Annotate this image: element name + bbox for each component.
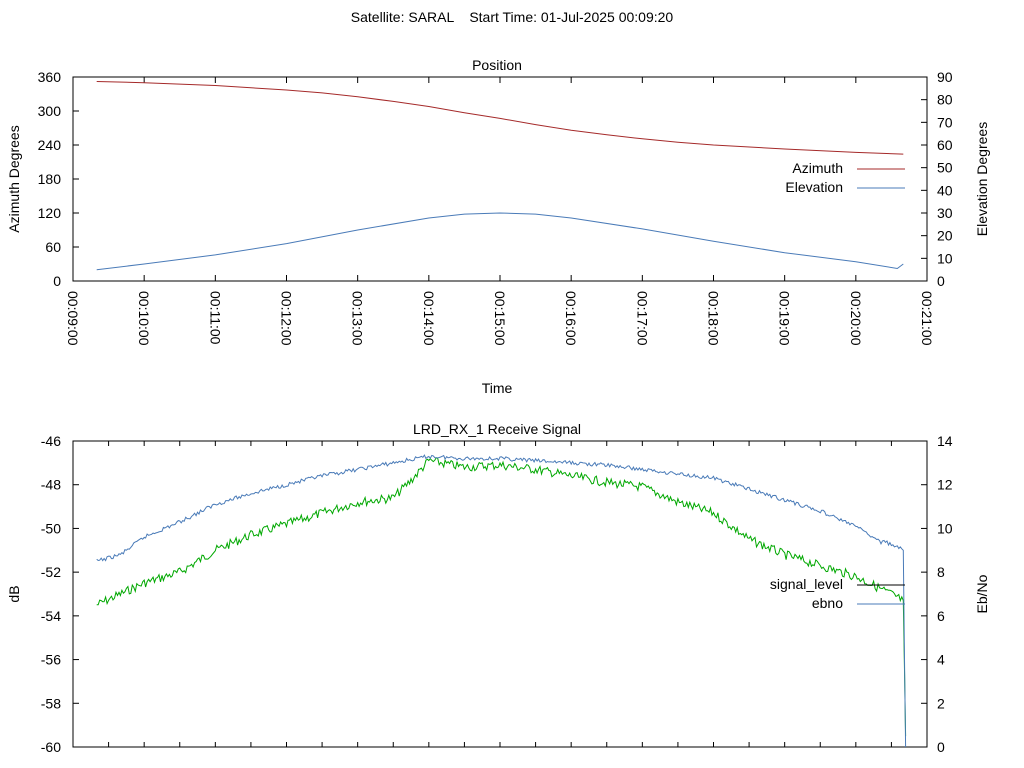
- signal-chart-title: LRD_RX_1 Receive Signal: [413, 421, 581, 437]
- legend-ebno-label: ebno: [812, 595, 843, 611]
- legend-elevation-label: Elevation: [785, 179, 843, 195]
- position-left-tick-label: 360: [38, 69, 62, 85]
- signal-right-tick-label: 2: [937, 695, 945, 711]
- position-right-tick-label: 90: [937, 69, 953, 85]
- ebno-axis-label: Eb/No: [974, 574, 990, 613]
- signal-right-tick-label: 4: [937, 652, 945, 668]
- position-right-tick-label: 50: [937, 160, 953, 176]
- legend-azimuth-label: Azimuth: [792, 160, 843, 176]
- signal-chart: LRD_RX_1 Receive Signal -60-58-56-54-52-…: [6, 421, 990, 755]
- signal-right-tick-label: 6: [937, 608, 945, 624]
- signal-plot-frame: [72, 440, 928, 748]
- series-signal_level-line: [96, 457, 907, 737]
- position-right-tick-label: 70: [937, 114, 953, 130]
- position-x-tick-label: 00:13:00: [350, 291, 366, 346]
- position-x-tick-label: 00:17:00: [634, 291, 650, 346]
- signal-left-tick-label: -56: [41, 652, 61, 668]
- signal-left-tick-label: -48: [41, 477, 61, 493]
- position-x-tick-label: 00:21:00: [919, 291, 935, 346]
- position-right-tick-label: 60: [937, 137, 953, 153]
- position-right-tick-label: 40: [937, 182, 953, 198]
- position-right-tick-label: 10: [937, 250, 953, 266]
- legend-signal-level-label: signal_level: [770, 576, 843, 592]
- series-elevation-line: [96, 212, 904, 271]
- position-left-tick-label: 300: [38, 103, 62, 119]
- position-left-tick-label: 120: [38, 205, 62, 221]
- position-x-tick-label: 00:09:00: [65, 291, 81, 346]
- signal-legend: signal_level ebno: [770, 576, 905, 611]
- position-left-tick-label: 180: [38, 171, 62, 187]
- position-x-tick-label: 00:12:00: [279, 291, 295, 346]
- signal-left-tick-label: -46: [41, 433, 61, 449]
- position-x-tick-label: 00:10:00: [136, 291, 152, 346]
- signal-left-tick-label: -52: [41, 564, 61, 580]
- time-axis-label: Time: [482, 380, 513, 396]
- db-axis-label: dB: [6, 585, 22, 602]
- signal-right-tick-label: 8: [937, 564, 945, 580]
- signal-x-ticks: [108, 441, 892, 747]
- position-series: [96, 81, 904, 271]
- position-right-tick-label: 0: [937, 273, 945, 289]
- position-chart: Position 0 60 120 180 240 300 360 0 10 20 30 40 50 6…: [6, 57, 990, 396]
- position-right-ticks: 0 10 20 30 40 50 60 70 80 90: [921, 69, 953, 289]
- signal-left-tick-label: -58: [41, 695, 61, 711]
- position-legend: Azimuth Elevation: [785, 160, 905, 195]
- series-azimuth-line: [96, 81, 904, 155]
- signal-right-tick-label: 14: [937, 433, 953, 449]
- position-x-tick-label: 00:16:00: [563, 291, 579, 346]
- signal-left-tick-label: -54: [41, 608, 61, 624]
- position-x-tick-label: 00:15:00: [492, 291, 508, 346]
- position-left-tick-label: 240: [38, 137, 62, 153]
- position-right-tick-label: 20: [937, 228, 953, 244]
- series-ebno-line: [96, 454, 907, 748]
- position-x-tick-label: 00:20:00: [848, 291, 864, 346]
- signal-series: [96, 454, 907, 748]
- position-left-tick-label: 60: [45, 239, 61, 255]
- position-left-ticks: 0 60 120 180 240 300 360: [38, 69, 79, 289]
- signal-left-tick-label: -50: [41, 520, 61, 536]
- position-right-tick-label: 30: [937, 205, 953, 221]
- signal-right-tick-label: 12: [937, 477, 953, 493]
- position-chart-title: Position: [472, 57, 522, 73]
- signal-right-tick-label: 0: [937, 739, 945, 755]
- position-right-tick-label: 80: [937, 92, 953, 108]
- position-left-tick-label: 0: [53, 273, 61, 289]
- position-x-ticks: 00:09:00 00:10:00 00:11:00 00:12:00 00:13:00…: [65, 77, 935, 346]
- figure-title: Satellite: SARAL Start Time: 01-Jul-2025…: [351, 9, 674, 25]
- signal-left-tick-label: -60: [41, 739, 61, 755]
- signal-right-ticks: 0 2 4 6 8 10 12 14: [921, 433, 953, 755]
- position-x-tick-label: 00:18:00: [706, 291, 722, 346]
- position-x-tick-label: 00:11:00: [207, 291, 223, 345]
- signal-right-tick-label: 10: [937, 520, 953, 536]
- signal-left-ticks: -60 -58 -56 -54 -52 -50 -48 -46: [41, 433, 79, 755]
- position-x-tick-label: 00:19:00: [777, 291, 793, 346]
- azimuth-axis-label: Azimuth Degrees: [6, 125, 22, 232]
- elevation-axis-label: Elevation Degrees: [974, 122, 990, 236]
- position-x-tick-label: 00:14:00: [421, 291, 437, 346]
